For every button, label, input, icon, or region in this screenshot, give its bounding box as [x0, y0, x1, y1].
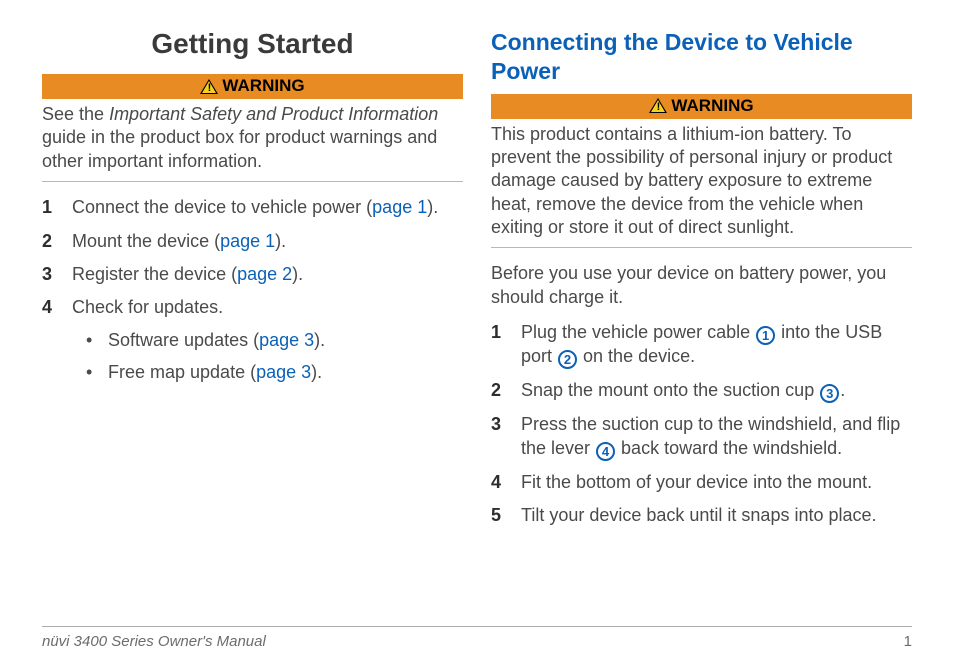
- callout-3-icon: 3: [820, 384, 839, 403]
- sub-list: Software updates (page 3). Free map upda…: [72, 328, 463, 385]
- connect-step-2: Snap the mount onto the suction cup 3.: [491, 379, 912, 403]
- warning-bar-left: ! WARNING: [42, 74, 463, 99]
- getting-started-steps: Connect the device to vehicle power (pag…: [42, 196, 463, 384]
- warning-label: WARNING: [671, 96, 753, 116]
- step-3: Register the device (page 2).: [42, 263, 463, 286]
- warning-triangle-icon: !: [200, 79, 218, 94]
- page-link[interactable]: page 3: [256, 362, 311, 382]
- connect-step-5: Tilt your device back until it snaps int…: [491, 504, 912, 527]
- section-title: Connecting the Device to Vehicle Power: [491, 28, 912, 86]
- step-2: Mount the device (page 1).: [42, 230, 463, 253]
- warning-label: WARNING: [222, 76, 304, 96]
- left-column: Getting Started ! WARNING See the Import…: [42, 28, 463, 537]
- step-4: Check for updates. Software updates (pag…: [42, 296, 463, 384]
- warning-text-right: This product contains a lithium-ion batt…: [491, 119, 912, 249]
- connect-step-4: Fit the bottom of your device into the m…: [491, 471, 912, 494]
- connect-step-1: Plug the vehicle power cable 1 into the …: [491, 321, 912, 369]
- right-column: Connecting the Device to Vehicle Power !…: [491, 28, 912, 537]
- step-1: Connect the device to vehicle power (pag…: [42, 196, 463, 219]
- sub-item: Free map update (page 3).: [86, 360, 463, 384]
- page-link[interactable]: page 3: [259, 330, 314, 350]
- sub-item: Software updates (page 3).: [86, 328, 463, 352]
- footer-manual-name: nüvi 3400 Series Owner's Manual: [42, 633, 266, 650]
- page-footer: nüvi 3400 Series Owner's Manual 1: [42, 626, 912, 650]
- connect-step-3: Press the suction cup to the windshield,…: [491, 413, 912, 460]
- connect-steps: Plug the vehicle power cable 1 into the …: [491, 321, 912, 527]
- warning-triangle-icon: !: [649, 98, 667, 113]
- page-link[interactable]: page 2: [237, 264, 292, 284]
- page-title: Getting Started: [42, 28, 463, 60]
- footer-page-number: 1: [904, 633, 912, 650]
- page-link[interactable]: page 1: [372, 197, 427, 217]
- callout-1-icon: 1: [756, 326, 775, 345]
- callout-4-icon: 4: [596, 442, 615, 461]
- intro-text: Before you use your device on battery po…: [491, 262, 912, 309]
- warning-bar-right: ! WARNING: [491, 94, 912, 119]
- page-link[interactable]: page 1: [220, 231, 275, 251]
- callout-2-icon: 2: [558, 350, 577, 369]
- warning-text-left: See the Important Safety and Product Inf…: [42, 99, 463, 182]
